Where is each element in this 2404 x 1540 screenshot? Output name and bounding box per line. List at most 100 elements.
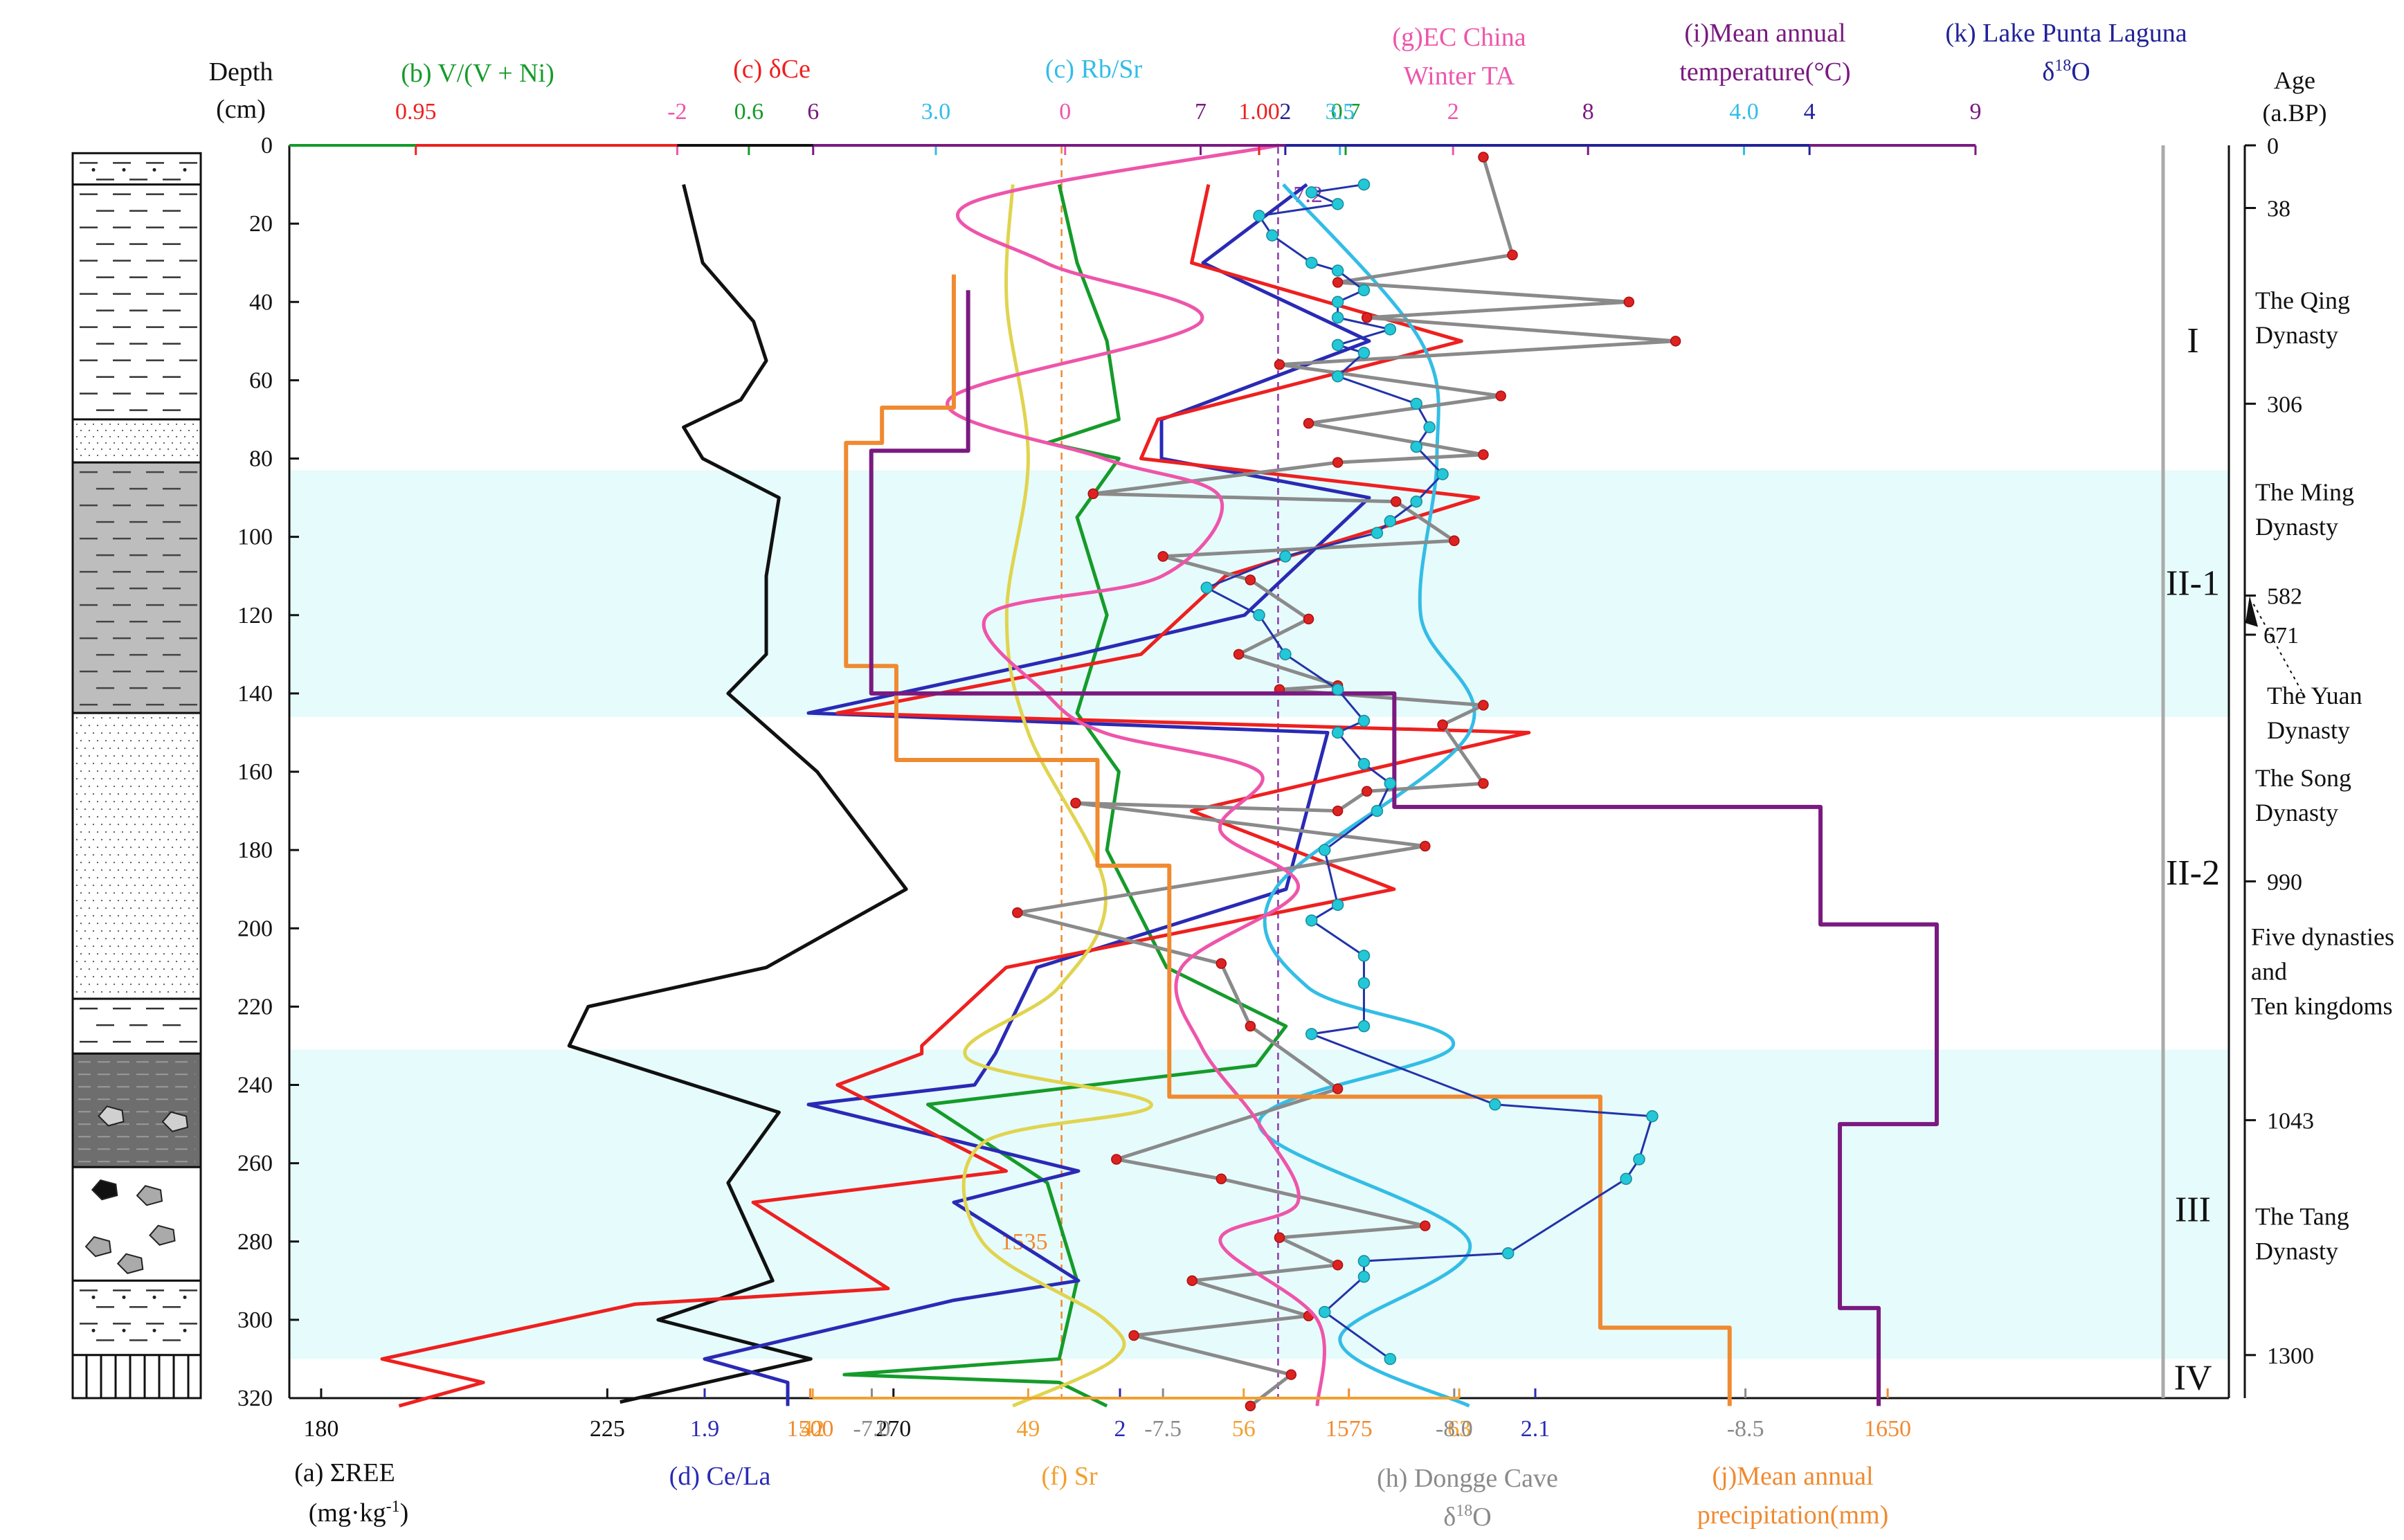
lithology-dot (159, 976, 161, 978)
lithology-dot (109, 717, 111, 719)
lithology-dot (100, 778, 103, 780)
lithology-dot (88, 442, 91, 444)
lithology-dot (188, 786, 190, 788)
axis-tick-label-punta: 2 (1279, 99, 1291, 125)
lithology-dot (121, 984, 124, 986)
lithology-dot (159, 930, 161, 932)
data-point-dongge (1478, 700, 1489, 711)
lithology-dot (192, 435, 195, 438)
axis-tick-label-cela: 1.9 (690, 1416, 720, 1442)
lithology-dot (142, 793, 145, 795)
data-point-dongge (1332, 1259, 1344, 1271)
lithology-dot (121, 968, 124, 970)
lithology-dot (196, 907, 199, 909)
lithology-dot (159, 778, 161, 780)
lithology-dot (75, 945, 78, 948)
lithology-dot (105, 831, 107, 833)
lithology-dot (121, 429, 124, 432)
lithology-dot (179, 877, 182, 879)
lithology-dot (117, 991, 120, 993)
lithology-dot (113, 816, 116, 818)
lithology-dot (192, 945, 195, 948)
lithology-dot (167, 778, 170, 780)
dynasty-label-line: The Qing (2255, 287, 2350, 314)
lithology-dot (175, 839, 178, 841)
axis-title-ecta: (g)EC China Winter TA (1392, 23, 1526, 91)
lithology-dot (183, 854, 186, 856)
lithology-dot (179, 755, 182, 757)
lithology-dot (117, 732, 120, 734)
lithology-dot (150, 854, 153, 856)
lithology-dot (105, 968, 107, 970)
lithology-dot (80, 831, 82, 833)
dynasty-label: The Ming Dynasty (2255, 478, 2354, 541)
zone-label: IV (2174, 1359, 2212, 1398)
axis-title-sr: (f) Sr (1041, 1462, 1098, 1491)
axis-title-text: (b) V/(V + Ni) (401, 59, 554, 88)
lithology-dot (92, 945, 95, 948)
lithology-dot (163, 862, 165, 864)
lithology-dot (129, 846, 132, 849)
lithology-dot (117, 915, 120, 917)
lithology-dot (188, 755, 190, 757)
lithology-dot (150, 824, 153, 826)
lithology-dot (183, 732, 186, 734)
lithology-dot (121, 831, 124, 833)
lithology-dot (146, 801, 149, 803)
axis-tick-label-precip: 1500 (786, 1416, 833, 1442)
lithology-dot (109, 423, 111, 426)
data-point-punta (1318, 844, 1331, 856)
lithology-dot (175, 885, 178, 887)
depth-tick-label: 320 (237, 1386, 273, 1411)
lithology-dot (113, 938, 116, 940)
axis-tick-label-ree: 225 (590, 1416, 625, 1442)
depth-tick-label: 60 (249, 368, 273, 393)
lithology-dot (84, 839, 87, 841)
lithology-dot (171, 892, 174, 894)
zone-label: II-2 (2166, 853, 2220, 893)
lithology-layer-dash (71, 997, 202, 1055)
dynasty-label-line: The Yuan (2267, 682, 2362, 709)
lithology-dot (163, 877, 165, 879)
lithology-dot (159, 900, 161, 902)
lithology-dot (152, 1295, 156, 1299)
lithology-dot (159, 885, 161, 887)
lithology-dot (84, 435, 87, 438)
lithology-dot (150, 717, 153, 719)
lithology-dot (92, 763, 95, 765)
lithology-dot (152, 1328, 156, 1332)
axis-tick-label-cela: 2 (1114, 1416, 1126, 1442)
lithology-dot (113, 968, 116, 970)
lithology-dot (117, 900, 120, 902)
lithology-dot (113, 755, 116, 757)
lithology-dot (100, 900, 103, 902)
lithology-dot (75, 976, 78, 978)
data-point-punta (1331, 311, 1344, 324)
lithology-dot (121, 907, 124, 909)
lithology-dot (125, 885, 128, 887)
lithology-dot (80, 877, 82, 879)
lithology-dot (105, 923, 107, 925)
axis-title-temp: (i)Mean annual temperature(°C) (1679, 19, 1850, 87)
lithology-dot (196, 938, 199, 940)
data-point-punta (1436, 468, 1449, 480)
lithology-dot (142, 748, 145, 750)
lithology-dot (117, 717, 120, 719)
lithology-layer-bedrock (71, 1354, 202, 1399)
lithology-dot (129, 938, 132, 940)
lithology-dot (113, 862, 116, 864)
lithology-dot (138, 923, 141, 925)
lithology-dot (188, 770, 190, 772)
lithology-dot (84, 885, 87, 887)
lithology-dot (192, 991, 195, 993)
lithology-dot (179, 786, 182, 788)
data-point-punta (1357, 284, 1371, 297)
lithology-dot (96, 984, 99, 986)
lithology-pebble (84, 1235, 112, 1258)
lithology-dot (121, 725, 124, 727)
dynasty-label: The Song Dynasty (2255, 764, 2351, 826)
lithology-dot (121, 770, 124, 772)
lithology-dot (138, 892, 141, 894)
lithology-dot (167, 915, 170, 917)
lithology-dot (167, 869, 170, 871)
